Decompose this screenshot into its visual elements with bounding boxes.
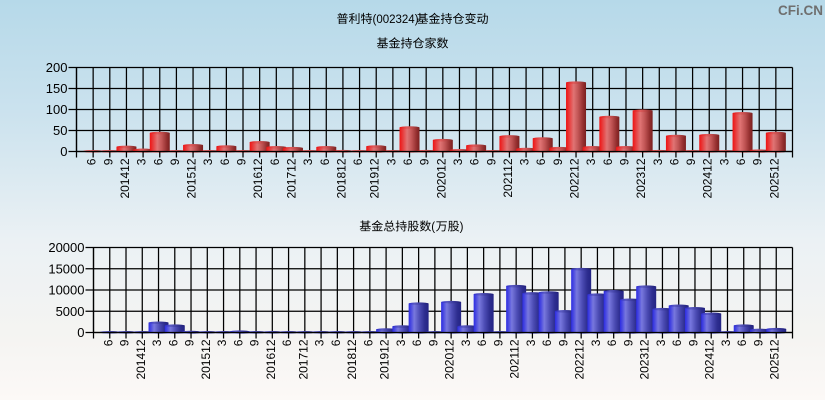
svg-text:6: 6 (734, 158, 748, 165)
svg-text:6: 6 (601, 158, 615, 165)
svg-text:3: 3 (717, 158, 731, 165)
svg-text:3: 3 (451, 158, 465, 165)
svg-text:3: 3 (651, 158, 665, 165)
svg-text:201612: 201612 (251, 158, 265, 198)
svg-text:202312: 202312 (634, 158, 648, 198)
svg-text:50: 50 (53, 123, 67, 138)
svg-text:6: 6 (534, 158, 548, 165)
svg-text:201612: 201612 (264, 339, 278, 379)
svg-text:202512: 202512 (767, 158, 781, 198)
svg-text:201912: 201912 (378, 339, 392, 379)
svg-text:202212: 202212 (568, 158, 582, 198)
svg-text:CFi.CN: CFi.CN (778, 3, 823, 18)
svg-text:3: 3 (719, 339, 733, 346)
svg-text:): ) (460, 222, 464, 234)
svg-text:201912: 201912 (368, 158, 382, 198)
svg-text:9: 9 (684, 158, 698, 165)
svg-text:15000: 15000 (48, 261, 84, 276)
svg-text:202112: 202112 (508, 339, 522, 378)
svg-text:201812: 201812 (345, 339, 359, 379)
svg-text:6: 6 (166, 339, 180, 346)
svg-text:(: ( (431, 222, 435, 234)
svg-text:6: 6 (605, 339, 619, 346)
svg-text:6: 6 (151, 158, 165, 165)
svg-text:202112: 202112 (501, 158, 515, 197)
svg-text:6: 6 (540, 339, 554, 346)
svg-text:3: 3 (215, 339, 229, 346)
svg-text:202012: 202012 (443, 339, 457, 379)
svg-text:201412: 201412 (118, 158, 132, 198)
svg-text:6: 6 (318, 158, 332, 165)
svg-text:3: 3 (394, 339, 408, 346)
svg-text:0: 0 (77, 325, 84, 340)
svg-text:6: 6 (361, 339, 375, 346)
svg-text:6: 6 (351, 158, 365, 165)
svg-text:(002324): (002324) (373, 14, 419, 26)
svg-text:6: 6 (329, 339, 343, 346)
svg-text:9: 9 (426, 339, 440, 346)
svg-text:6: 6 (670, 339, 684, 346)
svg-text:6: 6 (218, 158, 232, 165)
svg-text:3: 3 (150, 339, 164, 346)
svg-text:9: 9 (621, 339, 635, 346)
svg-text:6: 6 (735, 339, 749, 346)
svg-text:6: 6 (468, 158, 482, 165)
svg-text:6: 6 (231, 339, 245, 346)
svg-text:6: 6 (667, 158, 681, 165)
svg-text:201512: 201512 (185, 158, 199, 198)
svg-text:9: 9 (183, 339, 197, 346)
svg-text:6: 6 (85, 158, 99, 165)
svg-text:202412: 202412 (703, 339, 717, 379)
svg-text:9: 9 (617, 158, 631, 165)
svg-text:6: 6 (280, 339, 294, 346)
svg-text:9: 9 (751, 158, 765, 165)
svg-text:9: 9 (118, 339, 132, 346)
svg-text:3: 3 (313, 339, 327, 346)
svg-text:3: 3 (135, 158, 149, 165)
svg-text:3: 3 (459, 339, 473, 346)
svg-text:9: 9 (491, 339, 505, 346)
svg-text:6: 6 (101, 339, 115, 346)
svg-text:200: 200 (46, 60, 68, 75)
svg-text:202412: 202412 (701, 158, 715, 198)
svg-text:9: 9 (686, 339, 700, 346)
svg-text:3: 3 (584, 158, 598, 165)
svg-text:20000: 20000 (48, 240, 84, 255)
svg-text:0: 0 (60, 144, 67, 159)
svg-text:3: 3 (301, 158, 315, 165)
svg-text:9: 9 (751, 339, 765, 346)
svg-text:6: 6 (410, 339, 424, 346)
svg-text:3: 3 (524, 339, 538, 346)
svg-text:3: 3 (384, 158, 398, 165)
svg-text:202212: 202212 (573, 339, 587, 379)
svg-text:3: 3 (654, 339, 668, 346)
svg-text:202312: 202312 (638, 339, 652, 379)
svg-text:3: 3 (518, 158, 532, 165)
svg-text:6: 6 (401, 158, 415, 165)
svg-text:9: 9 (556, 339, 570, 346)
svg-text:9: 9 (235, 158, 249, 165)
svg-text:5000: 5000 (56, 304, 85, 319)
svg-text:9: 9 (484, 158, 498, 165)
svg-text:201812: 201812 (334, 158, 348, 198)
svg-text:9: 9 (551, 158, 565, 165)
svg-text:3: 3 (589, 339, 603, 346)
svg-text:9: 9 (418, 158, 432, 165)
svg-text:201512: 201512 (199, 339, 213, 379)
svg-text:201412: 201412 (134, 339, 148, 379)
svg-text:9: 9 (248, 339, 262, 346)
svg-text:9: 9 (101, 158, 115, 165)
svg-text:100: 100 (46, 102, 68, 117)
svg-text:202512: 202512 (768, 339, 782, 379)
svg-text:201712: 201712 (296, 339, 310, 379)
svg-text:3: 3 (201, 158, 215, 165)
svg-text:6: 6 (475, 339, 489, 346)
svg-text:202012: 202012 (434, 158, 448, 198)
svg-text:201712: 201712 (284, 158, 298, 198)
svg-text:10000: 10000 (48, 283, 84, 298)
svg-text:150: 150 (46, 81, 68, 96)
svg-text:6: 6 (268, 158, 282, 165)
svg-text:9: 9 (168, 158, 182, 165)
